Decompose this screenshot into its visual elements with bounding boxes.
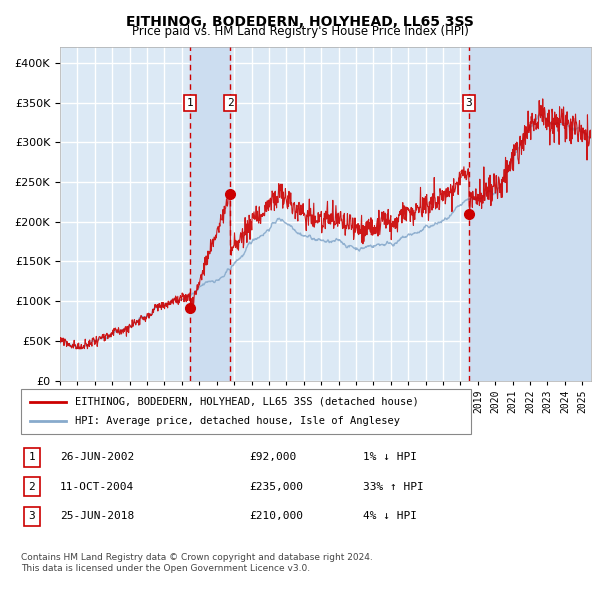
Bar bbox=[469, 47, 591, 381]
Text: 33% ↑ HPI: 33% ↑ HPI bbox=[363, 482, 424, 491]
Text: 11-OCT-2004: 11-OCT-2004 bbox=[60, 482, 134, 491]
Text: £235,000: £235,000 bbox=[249, 482, 303, 491]
Text: 2: 2 bbox=[227, 98, 233, 108]
Text: 2: 2 bbox=[28, 482, 35, 491]
FancyBboxPatch shape bbox=[24, 477, 40, 496]
Text: EITHINOG, BODEDERN, HOLYHEAD, LL65 3SS (detached house): EITHINOG, BODEDERN, HOLYHEAD, LL65 3SS (… bbox=[75, 397, 419, 407]
FancyBboxPatch shape bbox=[24, 448, 40, 467]
FancyBboxPatch shape bbox=[21, 389, 471, 434]
Text: This data is licensed under the Open Government Licence v3.0.: This data is licensed under the Open Gov… bbox=[21, 565, 310, 573]
Text: £92,000: £92,000 bbox=[249, 453, 296, 462]
FancyBboxPatch shape bbox=[24, 507, 40, 526]
Text: 3: 3 bbox=[466, 98, 472, 108]
Text: 26-JUN-2002: 26-JUN-2002 bbox=[60, 453, 134, 462]
Text: 1: 1 bbox=[187, 98, 194, 108]
Text: EITHINOG, BODEDERN, HOLYHEAD, LL65 3SS: EITHINOG, BODEDERN, HOLYHEAD, LL65 3SS bbox=[126, 15, 474, 29]
Text: 1% ↓ HPI: 1% ↓ HPI bbox=[363, 453, 417, 462]
Text: Contains HM Land Registry data © Crown copyright and database right 2024.: Contains HM Land Registry data © Crown c… bbox=[21, 553, 373, 562]
Bar bbox=[190, 47, 230, 381]
Text: 3: 3 bbox=[28, 512, 35, 521]
Text: £210,000: £210,000 bbox=[249, 512, 303, 521]
Text: 25-JUN-2018: 25-JUN-2018 bbox=[60, 512, 134, 521]
Text: HPI: Average price, detached house, Isle of Anglesey: HPI: Average price, detached house, Isle… bbox=[75, 417, 400, 426]
Text: 1: 1 bbox=[28, 453, 35, 462]
Text: Price paid vs. HM Land Registry's House Price Index (HPI): Price paid vs. HM Land Registry's House … bbox=[131, 25, 469, 38]
Text: 4% ↓ HPI: 4% ↓ HPI bbox=[363, 512, 417, 521]
